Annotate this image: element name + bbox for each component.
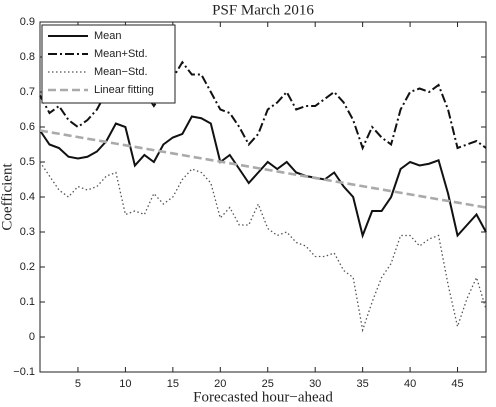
legend-label: Linear fitting [94, 84, 154, 96]
y-tick-label: 0.3 [20, 226, 35, 238]
x-tick-label: 25 [262, 378, 274, 390]
chart-title: PSF March 2016 [212, 2, 314, 18]
x-axis-label: Forecasted hour−ahead [193, 389, 333, 405]
x-tick-label: 15 [167, 378, 179, 390]
y-tick-label: 0.5 [20, 156, 35, 168]
x-tick-label: 35 [357, 378, 369, 390]
y-tick-label: 0.6 [20, 121, 35, 133]
series-line [39, 129, 487, 209]
y-tick-label: −0.1 [13, 366, 35, 378]
legend-label: Mean−Std. [94, 66, 148, 78]
y-tick-label: 0.1 [20, 296, 35, 308]
x-tick-label: 5 [75, 378, 81, 390]
x-tick-label: 20 [214, 378, 226, 390]
y-tick-label: 0.2 [20, 261, 35, 273]
series-line [39, 115, 487, 239]
x-tick-label: 40 [404, 378, 416, 390]
y-axis-label: Coefficient [0, 163, 15, 231]
y-tick-label: 0.7 [20, 86, 35, 98]
x-tick-label: 45 [451, 378, 463, 390]
y-tick-label: 0 [29, 331, 35, 343]
legend-label: Mean [94, 30, 122, 42]
y-tick-label: 0.4 [20, 191, 35, 203]
y-tick-label: 0.8 [20, 51, 35, 63]
legend-label: Mean+Std. [94, 48, 148, 60]
x-tick-label: 30 [309, 378, 321, 390]
x-tick-label: 10 [119, 378, 131, 390]
y-tick-label: 0.9 [20, 16, 35, 28]
